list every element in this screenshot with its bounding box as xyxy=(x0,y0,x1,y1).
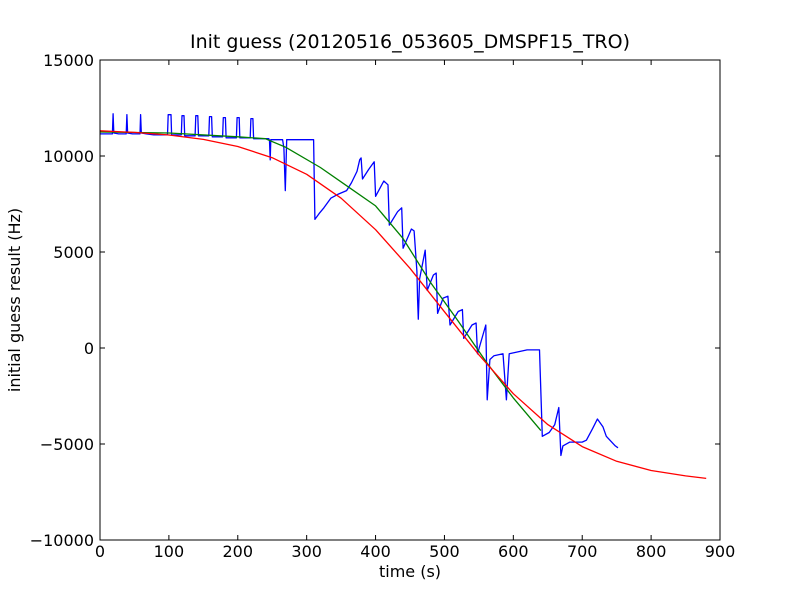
series-line-1 xyxy=(100,113,619,457)
y-tick-label: −10000 xyxy=(30,531,94,550)
y-tick-label: 5000 xyxy=(53,243,94,262)
plot-frame xyxy=(99,59,721,541)
y-tick-label: 10000 xyxy=(43,147,94,166)
x-tick-label: 300 xyxy=(291,542,322,561)
y-tick-label: 0 xyxy=(84,339,94,358)
x-tick-label: 800 xyxy=(636,542,667,561)
x-tick-label: 500 xyxy=(429,542,460,561)
x-tick-label: 900 xyxy=(705,542,736,561)
x-tick-label: 700 xyxy=(567,542,598,561)
series-layer xyxy=(99,113,707,480)
series-line-3 xyxy=(99,130,707,480)
x-tick-label: 100 xyxy=(154,542,185,561)
x-axis-label: time (s) xyxy=(379,562,441,581)
x-tick-label: 0 xyxy=(95,542,105,561)
tick-layer: 0 100 200 300 400 500 600 700 800 900 −10000 −5000 0… xyxy=(30,51,736,561)
chart-title: Init guess (20120516_053605_DMSPF15_TRO) xyxy=(190,31,630,53)
x-tick-label: 600 xyxy=(498,542,529,561)
y-tick-label: −5000 xyxy=(40,435,94,454)
y-tick-label: 15000 xyxy=(43,51,94,70)
y-axis-label: initial guess result (Hz) xyxy=(5,208,24,392)
x-tick-label: 200 xyxy=(223,542,254,561)
x-tick-label: 400 xyxy=(360,542,391,561)
series-line-2 xyxy=(99,131,542,432)
